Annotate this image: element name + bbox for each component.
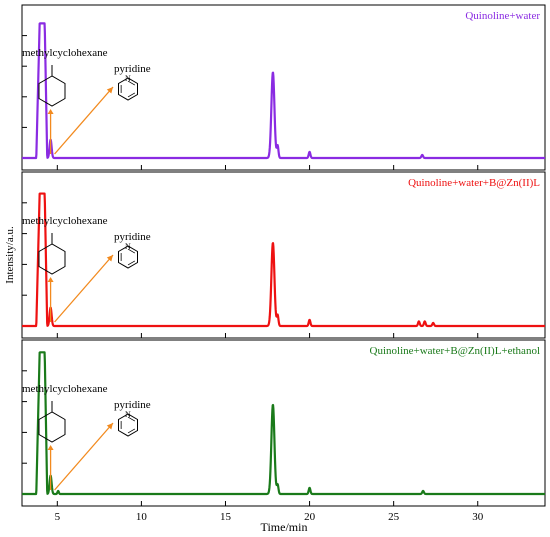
panel-frame [21,4,546,171]
arrowhead [47,445,54,450]
pyridine-double-bond [127,416,136,422]
compound-label: pyridine [114,231,151,243]
y-axis-label: Intensity/a.u. [4,226,16,284]
x-tick-label: 5 [55,511,61,523]
compound-label: pyridine [114,63,151,75]
series-line [21,22,546,160]
cyclohexane-structure [38,75,66,107]
series-name: Quinoline+water+B@Zn(II)L [408,177,540,189]
arrowhead [47,109,54,114]
pyridine-n-atom: N [125,410,131,419]
pyridine-double-bond [127,428,136,434]
series-name: Quinoline+water [465,10,540,22]
series-name: Quinoline+water+B@Zn(II)L+ethanol [370,345,540,357]
arrow-to-pyridine [54,86,114,155]
series-line [21,351,546,496]
x-tick-label: 15 [220,511,232,523]
pyridine-double-bond [127,248,136,254]
arrow-to-pyridine [54,254,114,323]
series-line [21,192,546,328]
arrowhead [47,277,54,282]
pyridine-n-atom: N [125,242,131,251]
pyridine-structure [118,245,138,269]
x-tick-label: 20 [304,511,316,523]
panel-3: Quinoline+water+B@Zn(II)L+ethanol methylc… [21,339,546,507]
x-axis-label: Time/min [261,520,308,534]
pyridine-double-bond [127,260,136,266]
x-tick-label: 10 [136,511,148,523]
compound-label: pyridine [114,399,151,411]
pyridine-double-bond [127,80,136,86]
x-tick-label: 25 [388,511,400,523]
panel-frame [21,171,546,339]
cyclohexane-structure [38,411,66,443]
pyridine-double-bond [127,92,136,98]
pyridine-structure [118,77,138,101]
panel-2: Quinoline+water+B@Zn(II)L methylcyclohexa… [21,171,546,339]
x-tick-label: 30 [472,511,484,523]
compound-label: methylcyclohexane [22,383,108,395]
panel-1: Quinoline+water methylcyclohexane pyridine… [21,4,546,171]
panel-frame [21,339,546,507]
pyridine-n-atom: N [125,74,131,83]
pyridine-structure [118,413,138,437]
arrow-to-pyridine [54,422,114,491]
compound-label: methylcyclohexane [22,47,108,59]
cyclohexane-structure [38,243,66,275]
compound-label: methylcyclohexane [22,215,108,227]
arrowhead [106,255,113,262]
arrowhead [106,87,113,94]
plot-layer: Quinoline+water methylcyclohexane pyridine… [21,4,546,523]
arrowhead [106,423,113,430]
